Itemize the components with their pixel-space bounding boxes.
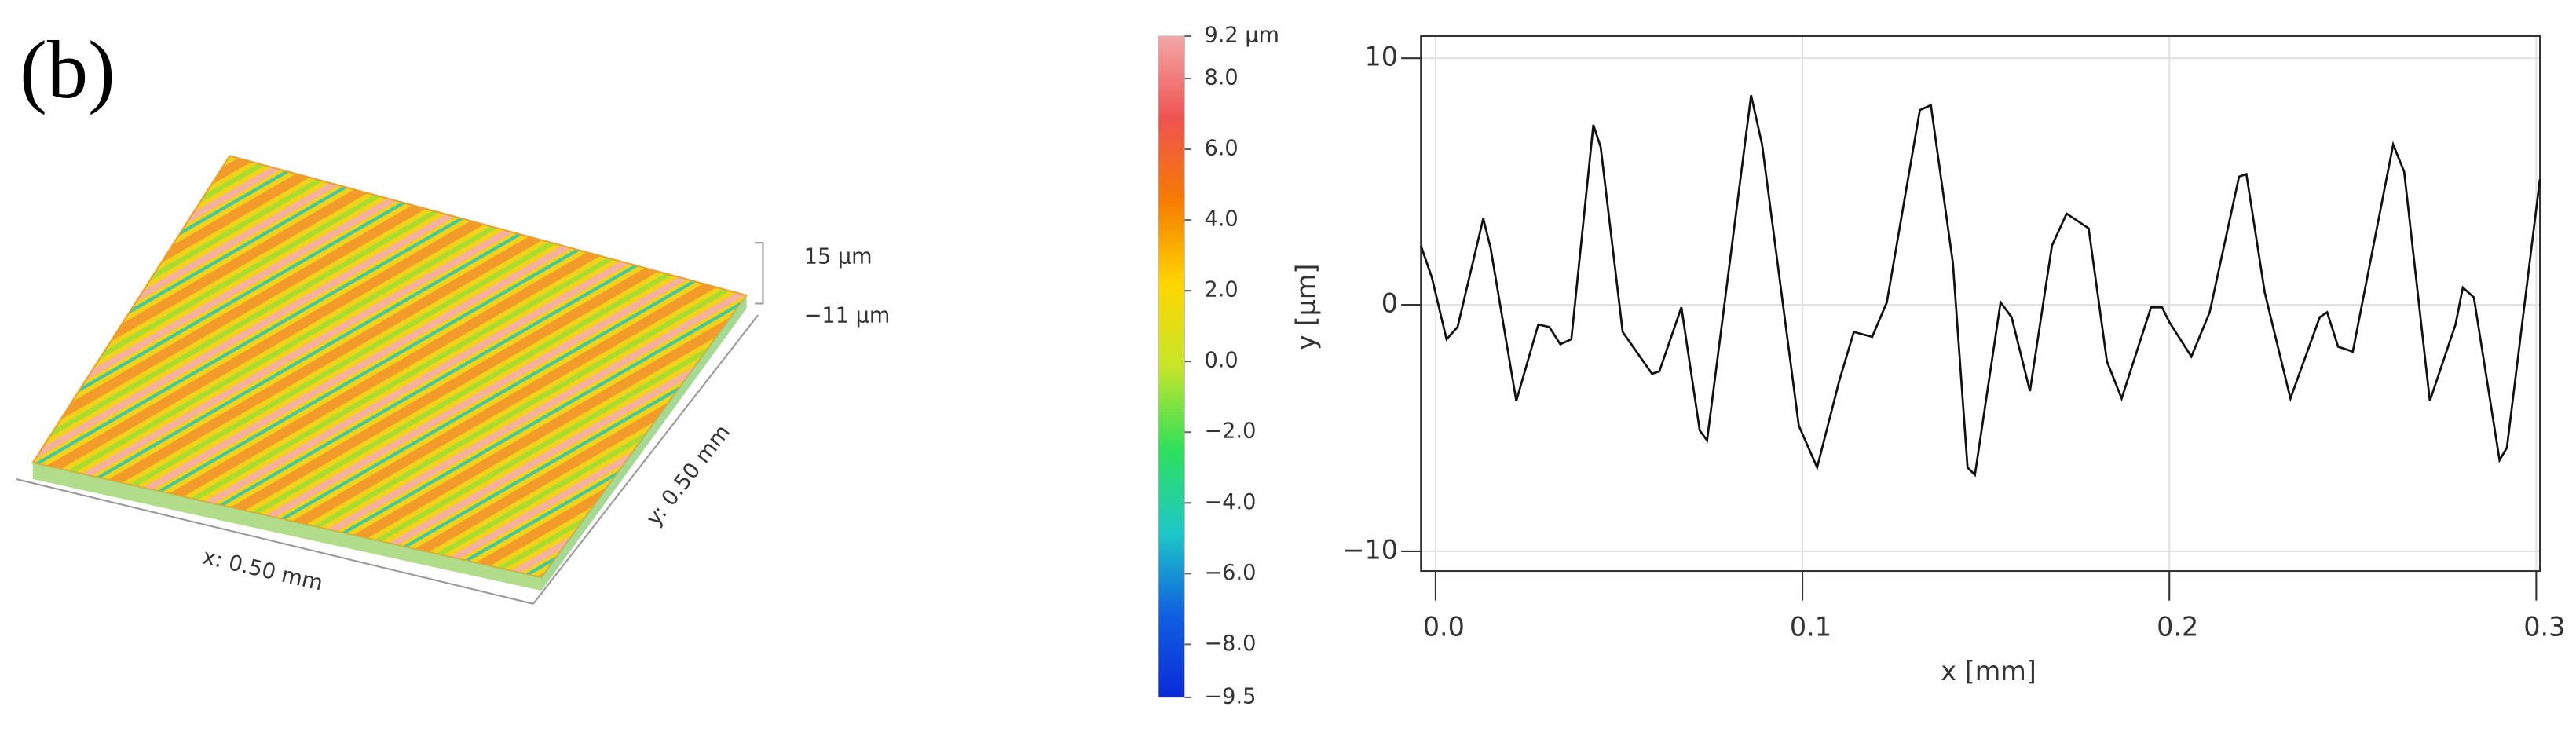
colorbar-bar <box>1158 35 1185 698</box>
colorbar-tick-label: −2.0 <box>1204 419 1256 444</box>
y-axis-label: y [µm] <box>1291 264 1322 350</box>
x-tick-label: 0.2 <box>2157 612 2198 642</box>
surface-edge <box>541 295 747 591</box>
x-tick-label: 0.0 <box>1423 612 1465 642</box>
y-axis-line <box>532 314 759 605</box>
colorbar-tick-label: 9.2 µm <box>1204 23 1279 47</box>
y-tick-label: −10 <box>1342 534 1398 565</box>
z-min-label: −11 µm <box>804 304 891 328</box>
colorbar-tick-label: −9.5 <box>1204 684 1256 708</box>
colorbar-tick-label: 4.0 <box>1204 207 1238 232</box>
line-chart: −10 0 10 0.0 0.1 0.2 0.3 x [mm] y [µm] <box>1291 35 2565 686</box>
x-axis-line <box>16 478 534 605</box>
colorbar-tick-label: 8.0 <box>1204 65 1238 90</box>
z-bracket <box>755 242 764 305</box>
colorbar-tick-label: 0.0 <box>1204 349 1238 373</box>
colorbar-tick-label: 6.0 <box>1204 137 1238 161</box>
x-tick-label: 0.1 <box>1790 612 1831 642</box>
x-tick-label: 0.3 <box>2523 612 2565 642</box>
panel-label: (b) <box>20 24 115 115</box>
colorbar-tick-label: 2.0 <box>1204 278 1238 302</box>
y-tick-label: 10 <box>1364 42 1398 72</box>
x-axis-label: x [mm] <box>1941 656 2036 686</box>
colorbar: 9.2 µm 8.0 6.0 4.0 2.0 0.0 −2.0 −4.0 −6.0 −8.0 −9.… <box>1158 23 1279 708</box>
x-axis-label: x: 0.50 mm <box>200 544 325 595</box>
colorbar-tick-label: −8.0 <box>1204 631 1256 656</box>
y-tick-label: 0 <box>1381 288 1398 319</box>
profile-line <box>1419 95 2541 478</box>
colorbar-tick-label: −6.0 <box>1204 561 1256 585</box>
colorbar-tick-label: −4.0 <box>1204 490 1256 514</box>
z-max-label: 15 µm <box>804 245 873 269</box>
surface-plot: 15 µm −11 µm x: 0.50 mm y: 0.50 mm <box>16 155 891 605</box>
surface-edge <box>32 463 542 591</box>
y-axis-label: y: 0.50 mm <box>642 420 735 530</box>
plot-frame <box>1420 35 2541 573</box>
surface <box>31 155 748 579</box>
